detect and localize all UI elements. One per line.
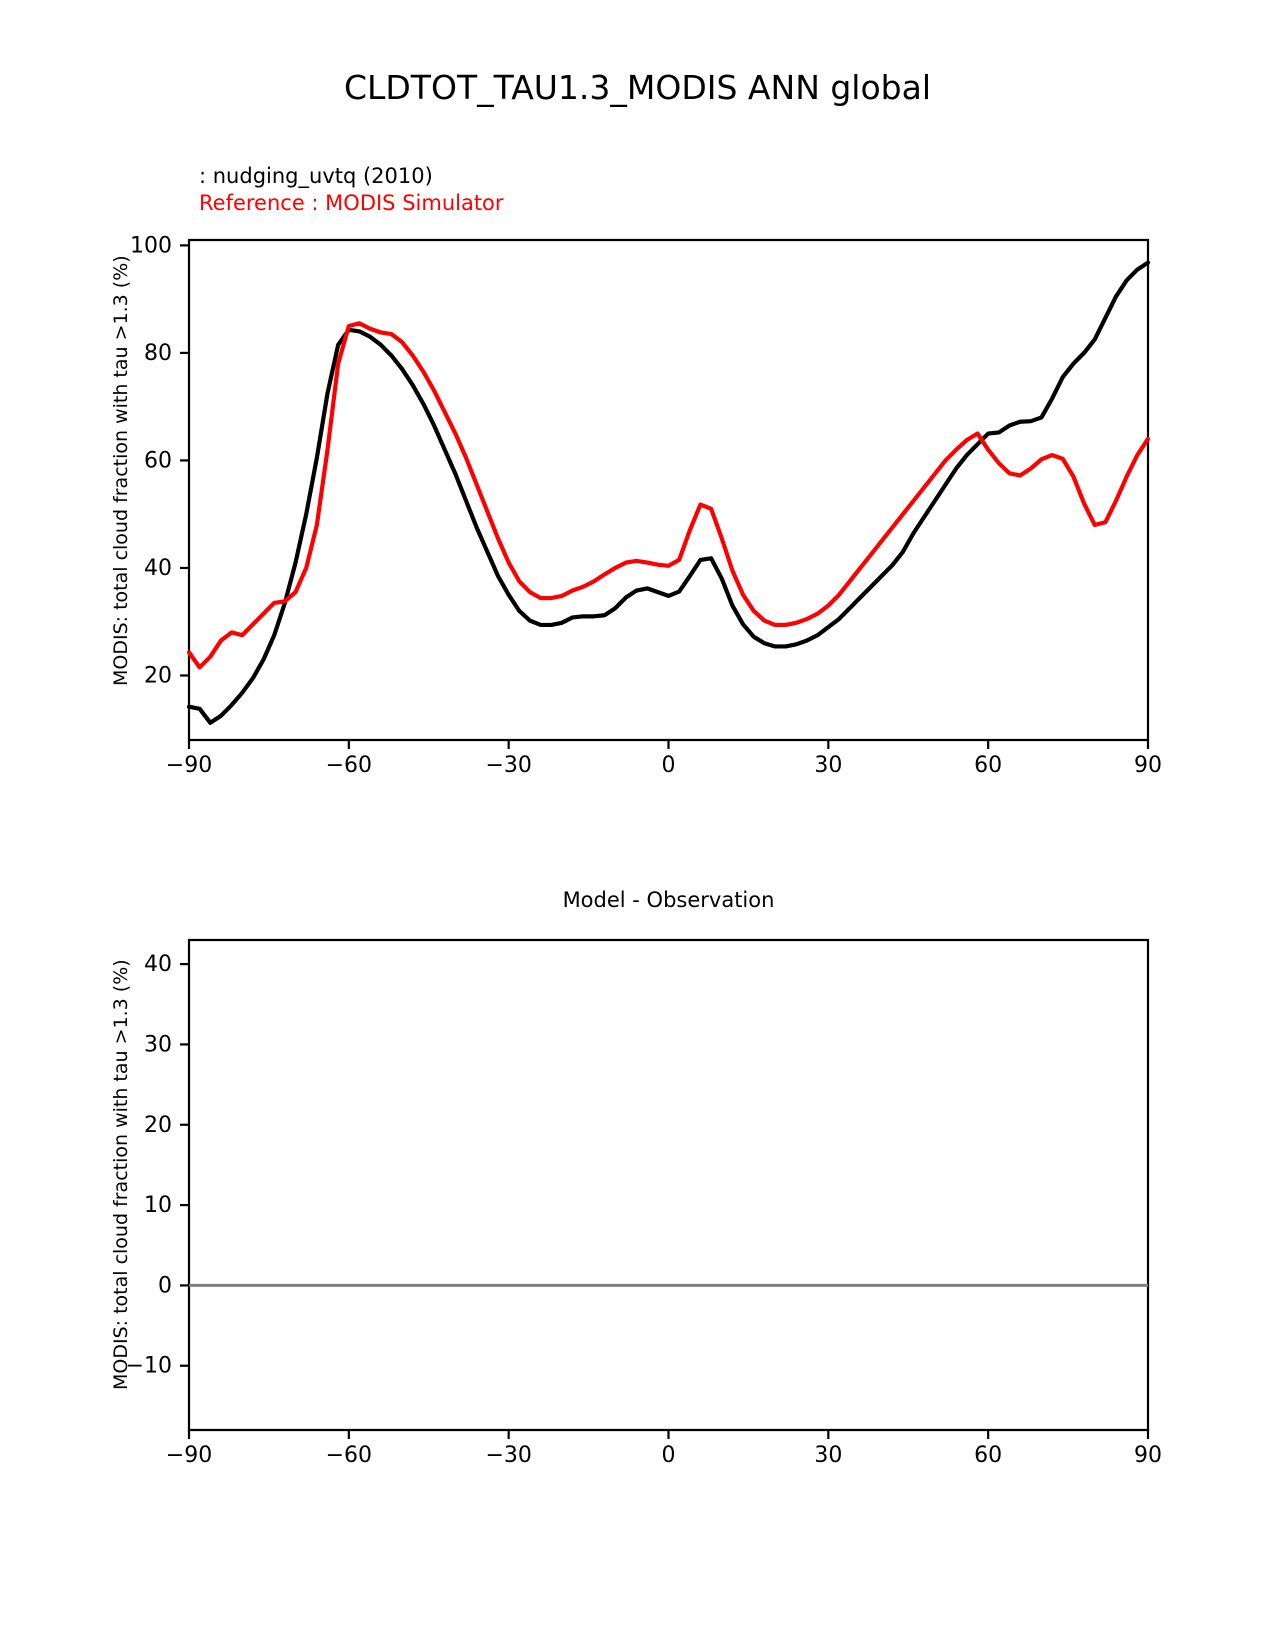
y-tick-label: −10 [126, 1354, 172, 1379]
legend-reference-label: Reference : MODIS Simulator [199, 191, 504, 216]
y-tick-label: 80 [144, 341, 172, 366]
x-tick-label: 60 [974, 1443, 1002, 1468]
y-tick-label: 100 [130, 233, 172, 258]
series-line-model [186, 260, 1151, 725]
x-tick-label: 90 [1134, 753, 1162, 778]
y-tick-label: 60 [144, 448, 172, 473]
legend: : nudging_uvtq (2010) Reference : MODIS … [199, 163, 504, 218]
bottom-panel-group-frame [187, 938, 1150, 1432]
x-tick-label: −90 [166, 753, 212, 778]
y-tick-label: 30 [144, 1032, 172, 1057]
x-tick-label: −60 [326, 753, 372, 778]
x-tick-label: 90 [1134, 1443, 1162, 1468]
x-tick-label: 60 [974, 753, 1002, 778]
y-tick-label: 10 [144, 1193, 172, 1218]
series-line-reference [186, 321, 1151, 670]
x-tick-label: −60 [326, 1443, 372, 1468]
figure-title: CLDTOT_TAU1.3_MODIS ANN global [343, 68, 932, 107]
x-tick-label: 0 [662, 1443, 676, 1468]
bottom-panel-title: Model - Observation [562, 888, 775, 912]
y-tick-label: 40 [144, 952, 172, 977]
legend-model-label: : nudging_uvtq (2010) [199, 164, 433, 188]
y-tick-label: 40 [144, 556, 172, 581]
x-tick-label: −90 [166, 1443, 212, 1468]
y-tick-label: 0 [158, 1273, 172, 1298]
x-tick-label: −30 [485, 753, 531, 778]
x-tick-label: 30 [814, 1443, 842, 1468]
x-tick-label: 0 [662, 753, 676, 778]
bottom-panel: −10 0 10 20 30 40 −90 −60 −30 0 30 60 90 [126, 938, 1162, 1468]
y-tick-label: 20 [144, 1113, 172, 1138]
y-tick-label: 20 [144, 663, 172, 688]
top-panel-group-frame [187, 238, 1150, 742]
x-tick-label: −30 [485, 1443, 531, 1468]
x-tick-label: 30 [814, 753, 842, 778]
top-panel: 20 40 60 80 100 −90 −60 −30 0 30 60 90 [130, 233, 1162, 778]
